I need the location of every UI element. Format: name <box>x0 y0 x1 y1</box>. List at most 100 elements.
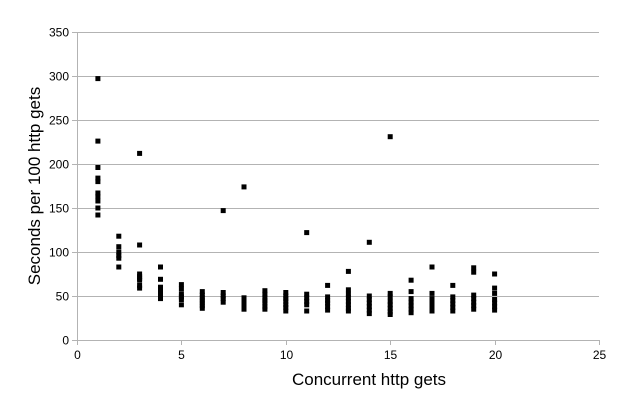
data-point <box>95 190 101 196</box>
data-point <box>408 310 414 316</box>
data-point <box>450 304 456 310</box>
data-point <box>220 299 226 305</box>
y-tick-label: 350 <box>49 26 69 40</box>
data-point <box>387 312 393 317</box>
data-point <box>492 307 498 313</box>
data-point <box>95 175 101 181</box>
data-point <box>450 297 456 303</box>
data-point <box>345 305 351 311</box>
data-point <box>387 298 393 304</box>
data-point <box>220 290 226 295</box>
data-point <box>199 300 205 306</box>
axes <box>72 32 600 345</box>
data-point <box>262 304 268 310</box>
data-point <box>283 304 289 310</box>
data-point <box>158 296 163 302</box>
data-point <box>345 268 351 274</box>
data-point <box>429 308 435 314</box>
data-point <box>137 150 143 156</box>
data-point <box>366 304 372 310</box>
x-tick-label: 25 <box>593 348 607 362</box>
data-point <box>492 300 498 306</box>
x-tick-label: 20 <box>489 348 503 362</box>
data-point <box>262 300 268 306</box>
data-point <box>241 297 247 303</box>
data-point <box>220 208 226 214</box>
y-tick-label: 150 <box>49 202 69 216</box>
data-point <box>366 311 372 317</box>
data-point <box>137 285 143 291</box>
data-point <box>95 205 101 211</box>
tick-labels: 0 50 100 150 200 250 300 350 0 5 10 15 20 25 <box>49 26 607 363</box>
data-point <box>178 291 184 297</box>
data-point <box>158 264 163 270</box>
data-point <box>492 297 498 302</box>
data-point <box>158 284 163 290</box>
x-tick-label: 5 <box>178 348 185 362</box>
data-point <box>304 308 310 314</box>
data-point <box>283 293 289 299</box>
data-point <box>283 308 289 314</box>
data-point <box>408 303 414 309</box>
data-points <box>95 76 498 317</box>
data-point <box>429 299 435 305</box>
data-point <box>408 296 414 302</box>
data-point <box>408 299 414 305</box>
y-tick-label: 100 <box>49 246 69 260</box>
data-point <box>429 264 435 270</box>
data-point <box>304 295 310 301</box>
data-point <box>178 297 184 302</box>
data-point <box>199 292 205 298</box>
data-point <box>283 290 289 295</box>
data-point <box>450 301 456 307</box>
data-point <box>387 309 393 315</box>
data-point <box>492 290 498 296</box>
data-point <box>95 179 101 185</box>
data-point <box>116 255 122 261</box>
data-point <box>178 294 184 300</box>
data-point <box>492 285 498 291</box>
data-point <box>283 302 289 308</box>
data-point <box>137 242 143 248</box>
data-point <box>241 300 247 306</box>
data-point <box>325 294 331 300</box>
data-point <box>95 76 101 82</box>
data-point <box>325 297 331 303</box>
data-point <box>492 271 498 277</box>
data-point <box>387 305 393 311</box>
data-point <box>262 291 268 297</box>
data-point <box>429 304 435 310</box>
data-point <box>116 233 122 239</box>
data-point <box>95 194 101 200</box>
y-axis-title: Seconds per 100 http gets <box>25 87 44 285</box>
data-point <box>387 302 393 308</box>
data-point <box>137 282 143 288</box>
data-point <box>345 291 351 297</box>
data-point <box>304 302 310 308</box>
data-point <box>262 306 268 312</box>
data-point <box>262 297 268 303</box>
data-point <box>220 296 226 302</box>
data-point <box>429 296 435 302</box>
data-point <box>429 290 435 296</box>
data-point <box>262 288 268 294</box>
data-point <box>345 295 351 301</box>
data-point <box>241 304 247 310</box>
data-point <box>450 294 456 300</box>
data-point <box>471 303 477 309</box>
data-point <box>158 291 163 297</box>
data-point <box>178 282 184 288</box>
y-tick-label: 300 <box>49 70 69 84</box>
data-point <box>387 134 393 140</box>
data-point <box>366 239 372 245</box>
data-point <box>158 276 163 282</box>
data-point <box>325 304 331 310</box>
data-point <box>325 307 331 313</box>
data-point <box>471 269 477 275</box>
data-point <box>95 138 101 144</box>
data-point <box>450 282 456 288</box>
data-point <box>345 308 351 314</box>
data-point <box>366 297 372 302</box>
